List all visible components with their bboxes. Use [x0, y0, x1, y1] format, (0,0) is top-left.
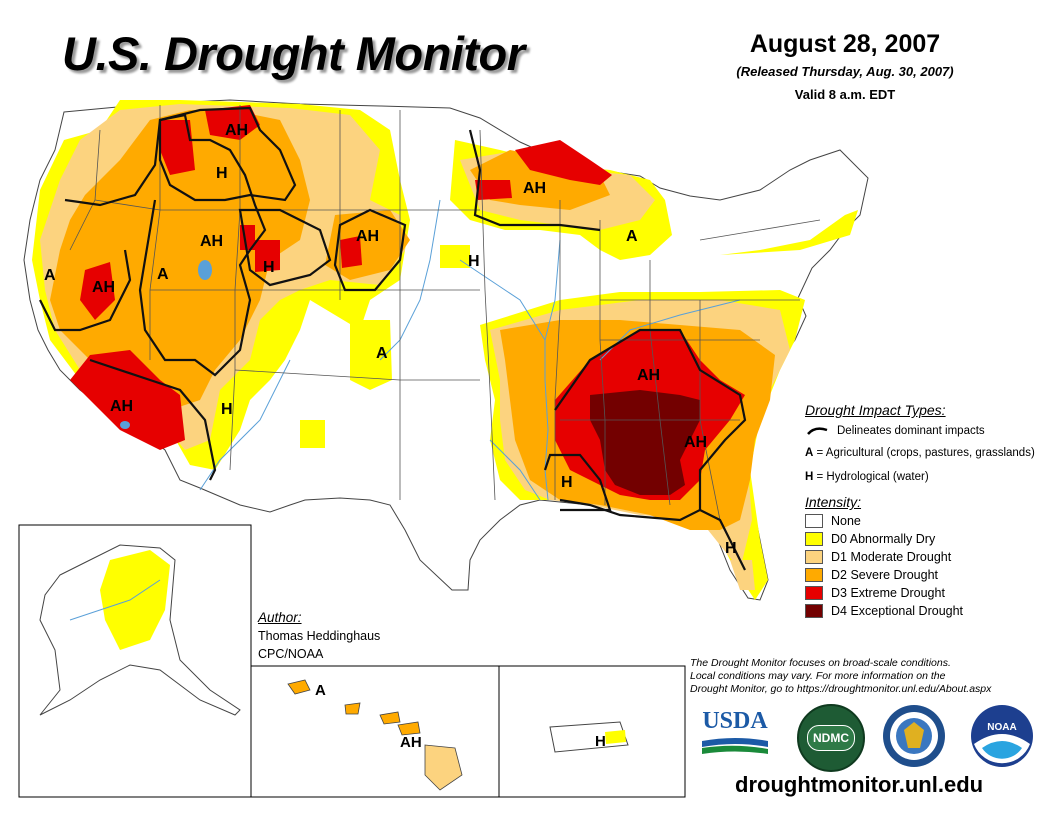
- level-none: None: [805, 512, 1045, 530]
- label-a-michigan: A: [626, 228, 638, 245]
- impact-types-title: Drought Impact Types:: [805, 402, 946, 418]
- map-date: August 28, 2007: [749, 30, 941, 58]
- label-h-puerto-rico: H: [595, 733, 606, 750]
- agricultural-key: A = Agricultural (crops, pastures, grass…: [805, 447, 1035, 459]
- swatch-none: [805, 514, 823, 528]
- label-h-louisiana: H: [561, 474, 573, 491]
- label-ah-sd: AH: [356, 228, 379, 245]
- level-d3: D3 Extreme Drought: [805, 584, 1045, 602]
- delineates-text: Delineates dominant impacts: [837, 425, 985, 437]
- impact-line-icon: [807, 427, 828, 435]
- author-block: Author: Thomas Heddinghaus CPC/NOAA: [258, 609, 380, 663]
- level-d4: D4 Exceptional Drought: [805, 602, 1045, 620]
- label-a-california: A: [44, 267, 56, 284]
- valid-time: Valid 8 a.m. EDT: [794, 87, 896, 102]
- swatch-d1: [805, 550, 823, 564]
- label-ah-montana: AH: [225, 122, 248, 139]
- label-a-colorado: A: [376, 345, 388, 362]
- delineates-row: Delineates dominant impacts: [805, 424, 1045, 438]
- disclaimer: The Drought Monitor focuses on broad-sca…: [690, 657, 1030, 696]
- state-boundaries: [69, 105, 821, 521]
- usda-logo: USDA: [700, 708, 770, 760]
- commerce-seal-logo: [883, 705, 945, 767]
- alaska-river: [69, 579, 161, 621]
- label-h-arizona: H: [221, 401, 233, 418]
- hawaii-islands: [287, 679, 463, 791]
- label-ah-tennessee: AH: [637, 367, 660, 384]
- d3-areas: [70, 105, 745, 500]
- hawaii-inset: [250, 665, 500, 798]
- disclaimer-line-1: The Drought Monitor focuses on broad-sca…: [690, 657, 951, 669]
- author-name: Thomas Heddinghaus: [258, 629, 381, 643]
- label-ah-idaho: AH: [200, 233, 223, 250]
- label-ah-nevada: AH: [92, 279, 115, 296]
- label-a-utah: A: [157, 266, 169, 283]
- release-date: (Released Thursday, Aug. 30, 2007): [736, 64, 954, 79]
- label-h-nebraska: H: [468, 253, 480, 270]
- rivers: [199, 199, 741, 501]
- impact-lines: [39, 106, 747, 571]
- label-ah-socal: AH: [110, 398, 133, 415]
- label-h-idaho: H: [216, 165, 228, 182]
- ndmc-logo: NDMC: [797, 704, 865, 772]
- disclaimer-line-3: Drought Monitor, go to https://droughtmo…: [690, 683, 992, 695]
- disclaimer-line-2: Local conditions may vary. For more info…: [690, 670, 946, 682]
- alaska-d0: [100, 550, 170, 650]
- footer-url[interactable]: droughtmonitor.unl.edu: [735, 772, 984, 797]
- label-h-florida: H: [725, 540, 737, 557]
- label-ah-georgia: AH: [684, 434, 707, 451]
- swatch-d2: [805, 568, 823, 582]
- d4-areas: [590, 390, 700, 495]
- swatch-d4: [805, 604, 823, 618]
- label-ah-wisconsin: AH: [523, 180, 546, 197]
- intensity-title: Intensity:: [805, 494, 862, 510]
- label-h-wyoming: H: [263, 259, 275, 276]
- level-d2: D2 Severe Drought: [805, 566, 1045, 584]
- level-d0: D0 Abnormally Dry: [805, 530, 1045, 548]
- author-org: CPC/NOAA: [258, 647, 324, 661]
- swatch-d0: [805, 532, 823, 546]
- noaa-logo: NOAA: [971, 705, 1033, 767]
- intensity-levels: None D0 Abnormally Dry D1 Moderate Droug…: [805, 512, 1045, 620]
- level-d1: D1 Moderate Drought: [805, 548, 1045, 566]
- water-features: [120, 260, 212, 429]
- hydrological-key: H = Hydrological (water): [805, 471, 929, 483]
- label-ah-hawaii: AH: [400, 734, 422, 751]
- page-title: U.S. Drought Monitor: [62, 27, 525, 80]
- legend: Drought Impact Types: Delineates dominan…: [805, 402, 1045, 620]
- label-a-hawaii: A: [315, 682, 326, 699]
- swatch-d3: [805, 586, 823, 600]
- puerto-rico-d0: [605, 730, 626, 744]
- puerto-rico-outline: [549, 721, 629, 753]
- noaa-text: NOAA: [987, 722, 1016, 733]
- author-heading: Author:: [258, 610, 302, 625]
